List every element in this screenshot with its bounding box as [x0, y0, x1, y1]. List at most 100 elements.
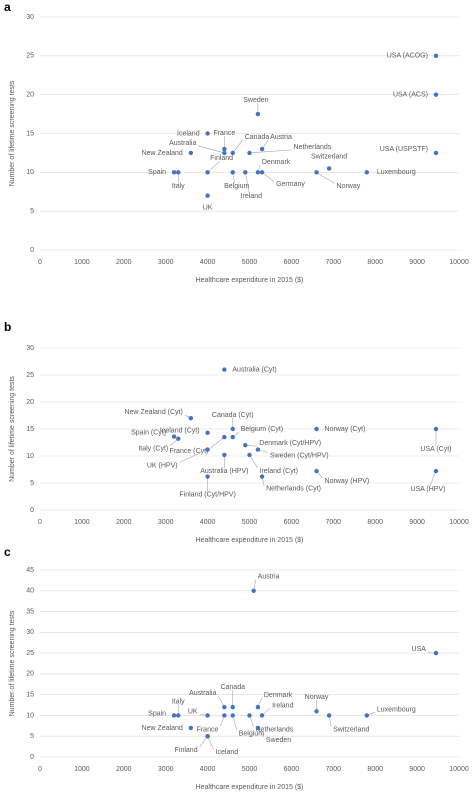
point-label: Sweden (Cyt/HPV) — [270, 452, 329, 459]
point — [433, 53, 439, 59]
point-label: Germany — [276, 181, 305, 188]
x-tick-label: 3000 — [158, 766, 174, 773]
x-tick-label: 6000 — [284, 766, 300, 773]
point — [176, 436, 181, 441]
point-label: Canada — [245, 134, 270, 141]
y-axis-title: Number of lifetime screening tests — [9, 610, 16, 716]
point — [230, 704, 235, 710]
point-label: France — [213, 130, 235, 137]
point — [222, 704, 227, 710]
point — [364, 170, 370, 175]
y-tick-label: 20 — [26, 399, 34, 406]
point — [205, 193, 210, 198]
point-label: USA (Cyt) — [420, 446, 451, 453]
point — [433, 92, 439, 97]
point — [259, 170, 265, 175]
point-label: Austria — [258, 574, 280, 581]
x-tick-label: 9000 — [409, 519, 425, 526]
point — [364, 713, 370, 718]
y-tick-label: 20 — [26, 671, 34, 678]
y-tick-label: 15 — [26, 692, 34, 699]
x-axis-title: Healthcare expenditure in 2015 ($) — [196, 537, 304, 544]
point — [205, 474, 210, 479]
x-tick-label: 7000 — [326, 766, 342, 773]
x-tick-label: 8000 — [367, 766, 383, 773]
point — [255, 704, 261, 710]
point-label: Switzerland — [333, 726, 369, 733]
point-label: Canada — [220, 684, 245, 691]
point — [255, 111, 261, 117]
point — [326, 166, 332, 171]
point-label: Ireland — [272, 702, 294, 709]
x-axis-title: Healthcare expenditure in 2015 ($) — [196, 277, 304, 284]
point-label: Spain — [148, 710, 166, 717]
point-label: Australia — [189, 690, 216, 697]
point-label: New Zealand (Cyt) — [124, 409, 182, 416]
point-label: Iceland — [177, 130, 200, 137]
point-label: Italy — [172, 698, 185, 705]
x-tick-label: 10000 — [449, 259, 469, 266]
x-tick-label: 0 — [38, 766, 42, 773]
point — [222, 146, 227, 152]
point-label: Luxembourg — [377, 169, 416, 176]
leader-line — [232, 715, 238, 731]
leader-line — [261, 172, 275, 182]
y-tick-label: 0 — [30, 507, 34, 514]
point-label: Spain — [148, 169, 166, 176]
y-tick-label: 30 — [26, 345, 34, 352]
point — [230, 150, 235, 156]
y-tick-label: 5 — [30, 480, 34, 487]
x-tick-label: 6000 — [284, 519, 300, 526]
leader-line — [245, 172, 250, 194]
point-label: Belgium — [239, 730, 264, 737]
point-label: Norway (Cyt) — [325, 426, 366, 433]
point — [314, 709, 319, 714]
point — [255, 725, 261, 731]
y-tick-label: 10 — [26, 169, 34, 176]
x-tick-label: 5000 — [242, 259, 258, 266]
point-label: Spain (Cyt) — [131, 429, 166, 436]
point — [247, 452, 252, 458]
point — [247, 713, 252, 718]
point-label: Italy (Cyt) — [138, 446, 168, 453]
panel-label: c — [4, 545, 11, 559]
x-tick-label: 8000 — [367, 519, 383, 526]
point — [205, 170, 210, 175]
x-tick-label: 6000 — [284, 259, 300, 266]
point — [230, 434, 235, 440]
y-tick-label: 5 — [30, 733, 34, 740]
y-tick-label: 0 — [30, 754, 34, 761]
x-tick-label: 3000 — [158, 259, 174, 266]
point-label: Australia (HPV) — [200, 468, 248, 475]
y-tick-label: 5 — [30, 208, 34, 215]
y-tick-label: 15 — [26, 130, 34, 137]
panel-label: b — [4, 320, 11, 334]
x-tick-label: 9000 — [409, 259, 425, 266]
point — [171, 170, 177, 175]
point-label: USA (ACOG) — [387, 53, 428, 60]
x-axis-title: Healthcare expenditure in 2015 ($) — [196, 784, 304, 791]
y-tick-label: 25 — [26, 650, 34, 657]
y-tick-label: 25 — [26, 372, 34, 379]
point-label: France — [197, 726, 219, 733]
x-tick-label: 7000 — [326, 259, 342, 266]
point — [251, 588, 256, 593]
y-axis-title: Number of lifetime screening tests — [9, 376, 16, 482]
point — [259, 146, 265, 152]
point — [433, 426, 439, 432]
point-label: Norway — [305, 694, 329, 701]
leader-line — [207, 161, 220, 173]
point — [188, 416, 194, 421]
point — [171, 713, 177, 718]
y-tick-label: 15 — [26, 426, 34, 433]
point-label: Denmark (Cyt/HPV) — [259, 440, 321, 447]
point — [176, 713, 181, 718]
leader-line — [179, 449, 208, 463]
y-tick-label: 10 — [26, 712, 34, 719]
point-label: Belgium (Cyt) — [241, 426, 283, 433]
point — [230, 170, 235, 175]
leader-line — [249, 149, 292, 154]
point-label: Luxembourg — [377, 706, 416, 713]
point-label: UK — [203, 204, 213, 211]
